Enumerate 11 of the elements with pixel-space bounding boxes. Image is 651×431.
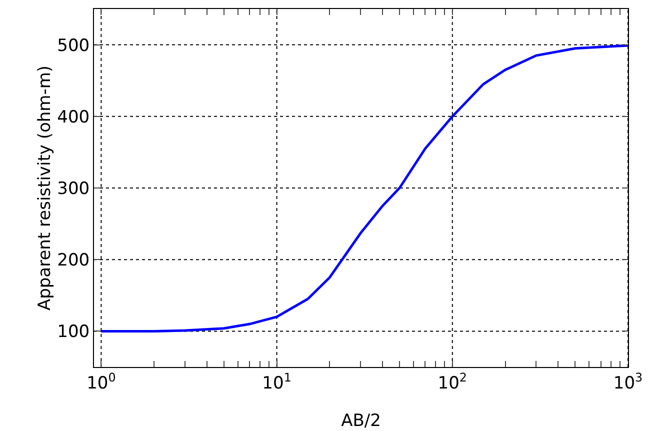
- y-tick-label: 300: [57, 178, 90, 199]
- y-tick-label: 200: [57, 250, 90, 271]
- x-axis-title: AB/2: [341, 411, 381, 431]
- x-tick-label: 10$^{1}$: [262, 370, 292, 394]
- x-tick-label: 10$^{3}$: [613, 370, 643, 394]
- y-tick-label: 400: [57, 107, 90, 128]
- x-tick-label: 10$^{2}$: [438, 370, 468, 394]
- y-tick-label: 500: [57, 36, 90, 56]
- y-tick-label: 100: [57, 322, 90, 342]
- x-tick-label: 10$^{0}$: [86, 370, 116, 394]
- y-axis-title: Apparent resistivity (ohm-m): [35, 65, 55, 311]
